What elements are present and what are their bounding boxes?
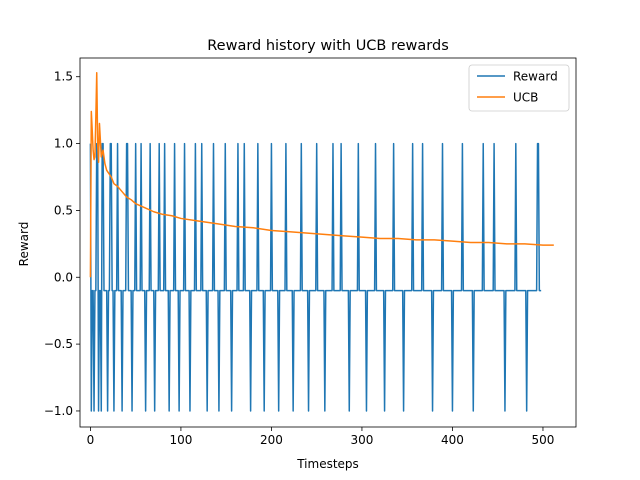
y-axis: −1.0 −0.5 0.0 0.5 1.0 1.5 [44,70,80,418]
y-tick-label: 1.0 [54,137,73,151]
x-axis: 0 100 200 300 400 500 [87,427,555,447]
legend: Reward UCB [468,64,570,112]
y-tick-label: 0.0 [54,270,73,284]
y-tick-label: −1.0 [44,404,73,418]
x-axis-label: Timesteps [296,457,359,471]
plot-area [79,57,577,428]
plot-frame [79,57,577,428]
x-tick-label: 400 [441,433,464,447]
x-tick-label: 100 [169,433,192,447]
y-tick-label: −0.5 [44,337,73,351]
legend-label-reward: Reward [513,70,558,84]
x-tick-label: 0 [87,433,95,447]
y-tick-label: 0.5 [54,203,73,217]
y-tick-label: 1.5 [54,70,73,84]
legend-label-ucb: UCB [513,91,538,105]
y-axis-label: Reward [17,222,31,267]
chart-title: Reward history with UCB rewards [207,38,449,54]
series-line-reward [89,142,542,412]
x-tick-label: 500 [532,433,555,447]
series-line-ucb [89,71,554,278]
x-tick-label: 200 [260,433,283,447]
x-tick-label: 300 [350,433,373,447]
